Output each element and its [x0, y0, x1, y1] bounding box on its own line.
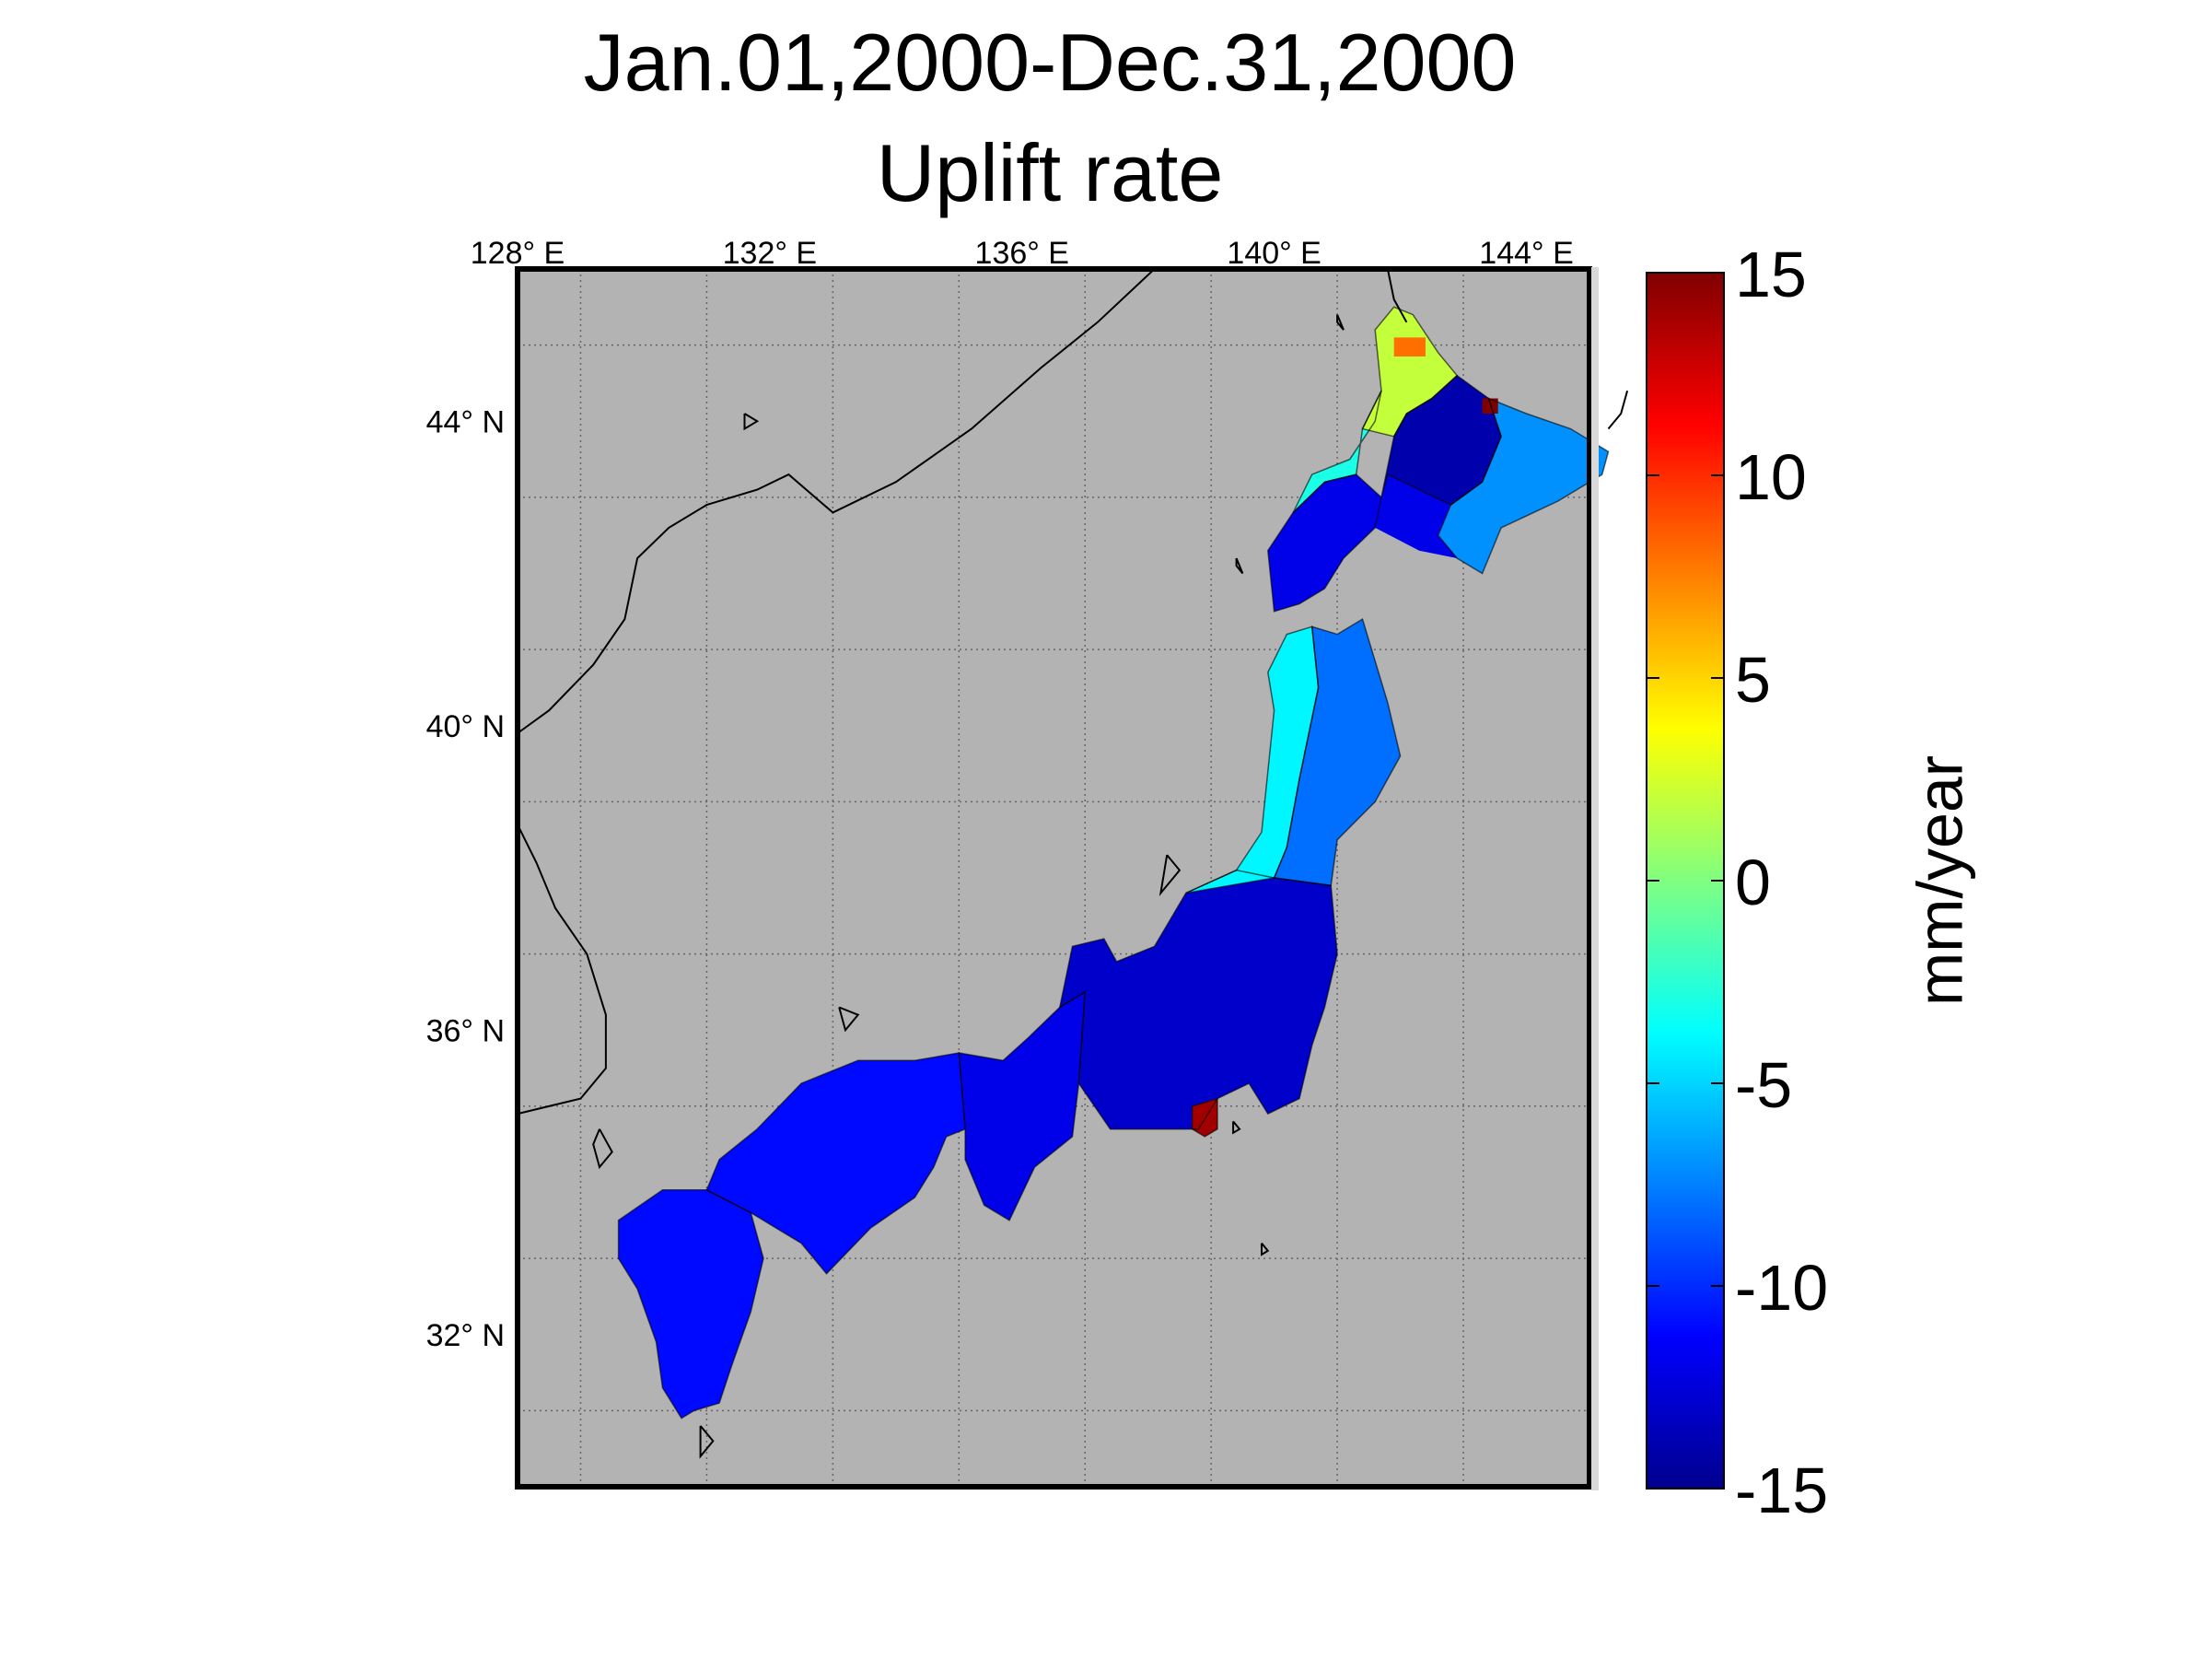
lat-tick-label: 36° N — [426, 1013, 505, 1048]
uplift-cell-kanto-chubu — [1059, 870, 1338, 1129]
uplift-cell-hokkaido-coast — [1293, 391, 1381, 513]
coast-izu-islands — [1232, 1120, 1241, 1135]
coast-tanegashima — [699, 1425, 715, 1459]
coast-sado — [1158, 854, 1182, 896]
coastlines — [517, 268, 1629, 1459]
colorbar-tick-label: 5 — [1735, 644, 1771, 716]
uplift-cell-tohoku-west — [1185, 626, 1319, 894]
uplift-cell-monbetsu — [1482, 398, 1498, 414]
coast-region-outline — [705, 1052, 966, 1275]
lon-tick-label: 144° E — [1479, 236, 1573, 271]
map-frame — [515, 266, 1592, 1490]
uplift-cell-hokkaido-central — [1381, 375, 1502, 506]
coast-region-outline — [1273, 617, 1402, 887]
uplift-cell-hokkaido-southwest — [1267, 474, 1381, 612]
lon-tick-label: 128° E — [471, 236, 565, 271]
frame-shadow — [1591, 267, 1599, 1490]
uplift-cell-tohoku-east — [1274, 619, 1401, 886]
coast-okushiri — [1235, 557, 1244, 575]
colorbar: 15 10 5 0 -5 -10 -15 mm/year — [1646, 239, 1975, 1526]
chart-subtitle: Uplift rate — [876, 127, 1224, 218]
uplift-cell-hokkaido-southwest — [1375, 474, 1458, 558]
uplift-cell-wakkanai — [1393, 337, 1426, 356]
colorbar-tick-label: 10 — [1735, 441, 1807, 513]
latitude-ticks: 44° N 40° N 36° N 32° N — [426, 404, 505, 1353]
lon-tick-label: 136° E — [975, 236, 1069, 271]
coast-region-outline — [1437, 397, 1610, 575]
chart-title: Jan.01,2000-Dec.31,2000 — [583, 17, 1517, 108]
lat-tick-label: 32° N — [426, 1318, 505, 1353]
map-area — [515, 266, 1629, 1490]
coast-region-outline — [958, 990, 1087, 1221]
coast-sakhalin — [1386, 268, 1408, 323]
colorbar-tick-label: 15 — [1735, 239, 1807, 310]
colorbar-tick-label: -10 — [1735, 1252, 1828, 1324]
coast-region-outline — [1191, 1097, 1218, 1138]
coast-asia-mainland — [517, 268, 1156, 734]
colorbar-tick-label: -5 — [1735, 1049, 1792, 1121]
coast-oki — [838, 1006, 860, 1033]
coast-region-outline — [1058, 869, 1338, 1130]
colorbar-tick-label: 0 — [1735, 847, 1771, 918]
uplift-cell-hokkaido-east — [1438, 398, 1609, 574]
longitude-ticks: 128° E 132° E 136° E 140° E 144° E — [471, 236, 1574, 271]
uplift-cell-hokkaido-north — [1362, 307, 1458, 437]
uplift-cell-kyushu — [618, 1189, 763, 1419]
colorbar-tick-label: -15 — [1735, 1455, 1828, 1526]
colorbar-ticks: 15 10 5 0 -5 -10 -15 — [1647, 239, 1828, 1526]
lon-tick-label: 132° E — [723, 236, 817, 271]
uplift-cell-chugoku-shikoku — [706, 1053, 966, 1274]
lat-tick-label: 44° N — [426, 404, 505, 439]
lat-tick-label: 40° N — [426, 709, 505, 744]
coast-korea — [517, 824, 607, 1116]
coast-hachijo — [1261, 1242, 1270, 1256]
lon-tick-label: 140° E — [1227, 236, 1321, 271]
coast-rishiri — [743, 413, 760, 431]
colorbar-label: mm/year — [1903, 755, 1975, 1006]
coast-tsushima — [592, 1128, 613, 1170]
uplift-cell-kinki — [959, 991, 1086, 1221]
coast-kunashiri — [1607, 390, 1629, 430]
coast-rebun — [1336, 314, 1345, 331]
